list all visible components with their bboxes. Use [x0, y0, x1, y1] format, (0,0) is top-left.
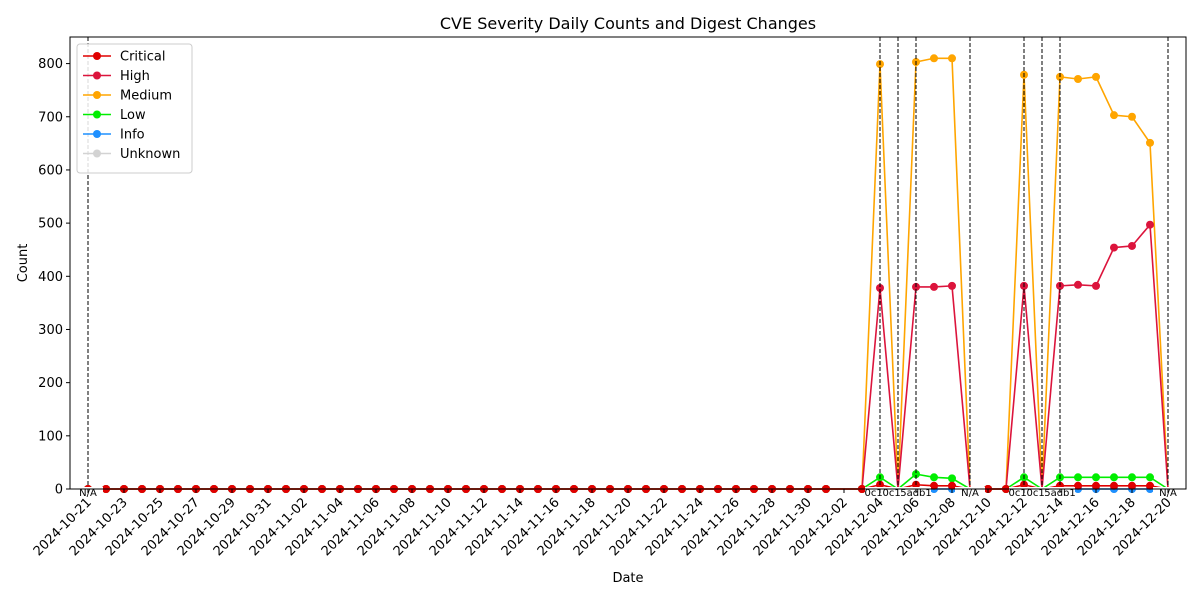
data-point-critical: [948, 481, 956, 490]
legend-marker: [93, 52, 101, 60]
legend-marker: [93, 149, 101, 158]
x-axis-label: Date: [612, 571, 643, 586]
legend: Critical High Medium Low Info Unknown: [76, 43, 193, 174]
digest-change-label: 0c162: [865, 488, 896, 499]
x-axis: 2024-10-212024-10-232024-10-252024-10-27…: [31, 489, 1175, 559]
data-point-critical: [930, 481, 938, 490]
y-tick-label: 0: [55, 483, 63, 498]
plot-frame: [69, 36, 1187, 490]
chart-title: CVE Severity Daily Counts and Digest Cha…: [440, 14, 816, 33]
data-point-high: [876, 283, 884, 292]
legend-marker: [93, 110, 101, 119]
data-point-high: [1092, 281, 1100, 290]
data-point-high: [1110, 243, 1118, 252]
data-point-low: [1092, 473, 1100, 482]
digest-change-label: 0c162: [1009, 488, 1040, 499]
y-tick-label: 800: [38, 57, 63, 72]
data-point-medium: [1074, 75, 1082, 84]
digest-change-label: 0c162: [883, 488, 914, 499]
series-line-high: [88, 223, 1169, 490]
data-point-high: [1146, 220, 1154, 229]
data-point-low: [912, 470, 920, 479]
y-tick-label: 500: [38, 217, 63, 232]
data-point-medium: [1092, 72, 1100, 81]
digest-change-label: N/A: [961, 488, 979, 499]
legend-marker: [93, 91, 101, 99]
data-point-critical: [1110, 481, 1118, 490]
data-point-critical: [1074, 481, 1082, 490]
data-point-medium: [1146, 138, 1154, 147]
legend-marker: [93, 130, 101, 138]
data-point-medium: [1128, 112, 1136, 121]
data-point-high: [1128, 241, 1136, 250]
digest-change-label: 5adb1: [1044, 488, 1076, 499]
y-tick-label: 100: [38, 429, 63, 444]
y-axis: 0 100 200 300 400 500 600 700 800: [38, 57, 70, 498]
data-point-critical: [1128, 481, 1136, 490]
data-point-critical: [1146, 481, 1154, 490]
y-tick-label: 600: [38, 163, 63, 178]
legend-label: Medium: [120, 89, 172, 104]
data-point-low: [1146, 473, 1154, 482]
legend-label: Low: [120, 108, 146, 123]
data-point-low: [948, 474, 956, 483]
digest-change-label: N/A: [79, 488, 97, 499]
legend-marker: [93, 71, 101, 80]
digest-change-label: 0c162: [1027, 488, 1058, 499]
data-point-low: [930, 473, 938, 482]
digest-change-label: N/A: [1159, 488, 1177, 499]
legend-label: Info: [120, 128, 145, 143]
y-tick-label: 200: [38, 376, 63, 391]
data-point-low: [1074, 473, 1082, 482]
y-tick-label: 400: [38, 270, 63, 285]
data-point-medium: [948, 54, 956, 63]
legend-label: High: [120, 69, 150, 84]
data-point-critical: [1092, 481, 1100, 490]
data-point-high: [930, 282, 938, 291]
series-line-medium: [88, 57, 1169, 490]
digest-label-background: [955, 487, 985, 499]
data-point-medium: [1110, 111, 1118, 120]
data-point-low: [1110, 473, 1118, 482]
legend-label: Unknown: [120, 147, 180, 162]
digest-change-label: 5adb1: [900, 488, 932, 499]
data-point-medium: [930, 54, 938, 63]
y-tick-label: 700: [38, 110, 63, 125]
data-point-low: [1128, 473, 1136, 482]
data-point-high: [948, 281, 956, 290]
y-axis-label: Count: [16, 244, 31, 283]
data-point-high: [1074, 280, 1082, 289]
y-tick-label: 300: [38, 323, 63, 338]
legend-label: Critical: [120, 50, 165, 65]
